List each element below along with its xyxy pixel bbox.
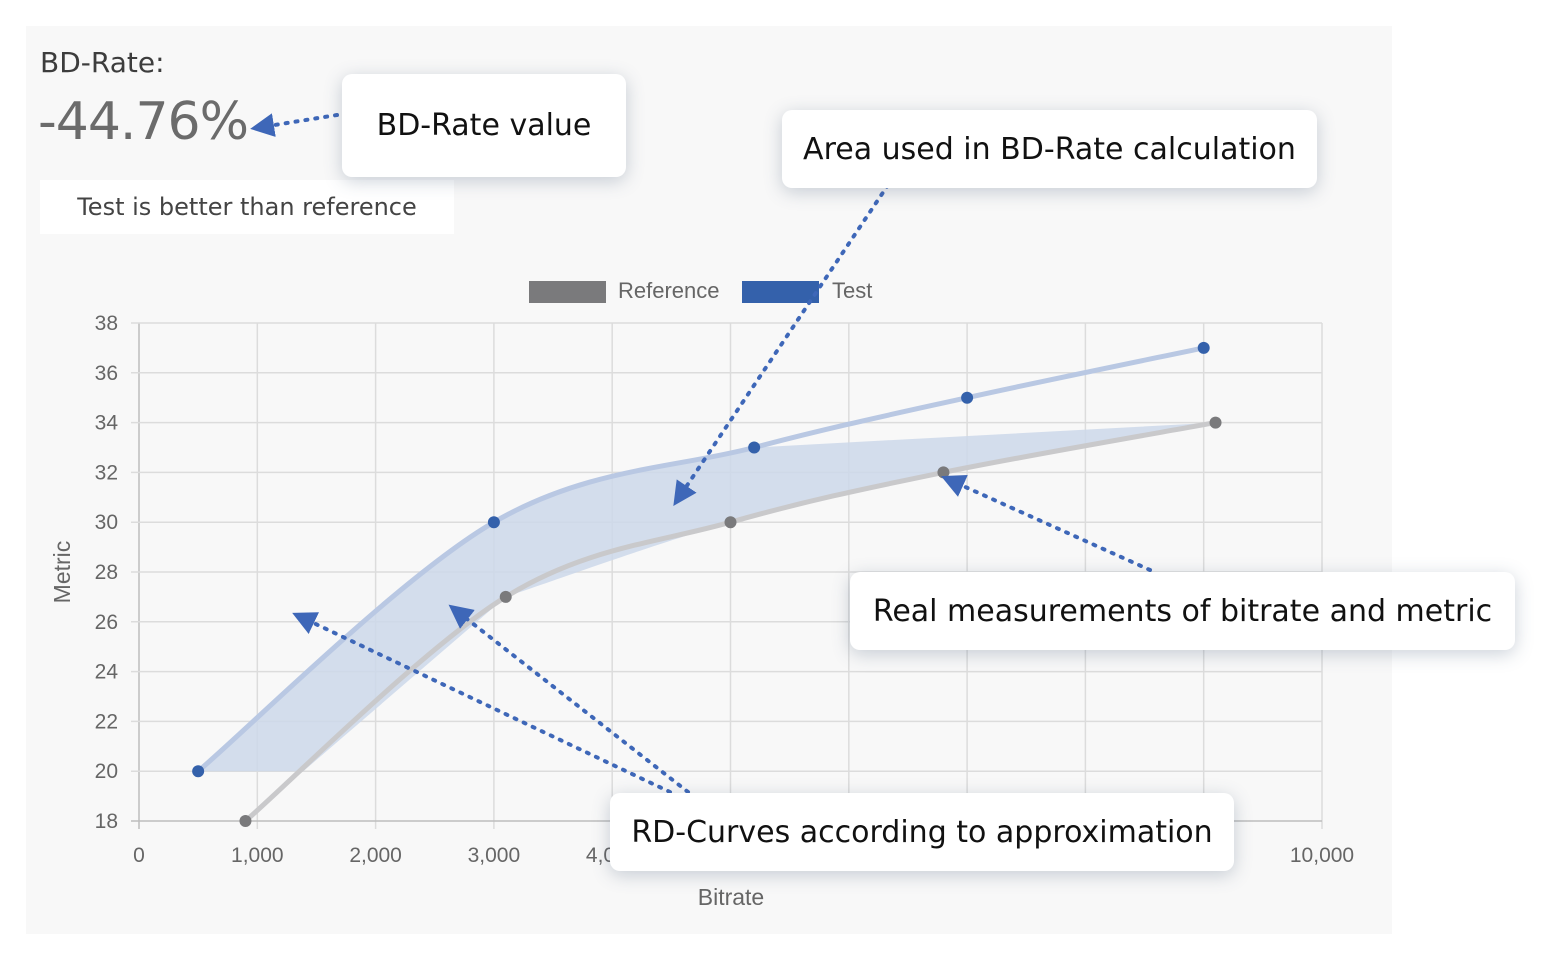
reference-point[interactable] <box>239 815 252 827</box>
reference-point[interactable] <box>937 466 950 479</box>
test-curve <box>196 345 1205 774</box>
legend-label-reference[interactable]: Reference <box>618 278 720 303</box>
test-point[interactable] <box>1197 341 1210 354</box>
x-tick-label: 10,000 <box>1290 844 1354 867</box>
bd-rate-value: -44.76% <box>38 92 249 152</box>
arrow-to-measurement <box>941 474 1152 572</box>
chart-legend: Reference Test <box>529 278 872 303</box>
test-point[interactable] <box>961 391 974 404</box>
reference-point[interactable] <box>1209 416 1222 429</box>
arrow-to-reference-curve <box>448 604 690 794</box>
y-tick-label: 30 <box>95 511 118 534</box>
legend-swatch-reference[interactable] <box>529 281 606 303</box>
y-tick-label: 20 <box>95 760 118 783</box>
callout-curves: RD-Curves according to approximation <box>610 793 1234 871</box>
legend-label-test[interactable]: Test <box>832 278 872 303</box>
arrow-to-area <box>673 183 890 506</box>
y-tick-label: 32 <box>95 461 118 484</box>
y-tick-label: 26 <box>95 611 118 634</box>
callout-bd-rate-value: BD-Rate value <box>342 74 626 177</box>
test-point[interactable] <box>487 516 500 529</box>
bd-rate-area <box>198 422 1216 772</box>
reference-point[interactable] <box>724 516 737 529</box>
arrow-to-bd-value <box>250 113 339 137</box>
callout-area: Area used in BD-Rate calculation <box>782 110 1317 188</box>
y-tick-label: 28 <box>95 561 118 584</box>
x-tick-label: 3,000 <box>468 844 521 867</box>
reference-point[interactable] <box>499 590 512 603</box>
y-axis-label: Metric <box>49 541 75 604</box>
verdict-text: Test is better than reference <box>40 180 454 234</box>
y-tick-label: 36 <box>95 362 118 385</box>
y-tick-label: 18 <box>95 810 118 833</box>
x-tick-label: 2,000 <box>349 844 402 867</box>
bd-rate-label: BD-Rate: <box>40 46 165 79</box>
reference-curve <box>243 420 1216 823</box>
y-tick-label: 22 <box>95 710 118 733</box>
callout-measurements: Real measurements of bitrate and metric <box>850 572 1515 650</box>
test-point[interactable] <box>192 765 205 778</box>
legend-swatch-test[interactable] <box>742 281 819 303</box>
y-tick-label: 34 <box>95 412 119 435</box>
x-tick-label: 0 <box>133 844 145 867</box>
y-tick-label: 38 <box>95 312 118 335</box>
arrow-to-test-curve <box>292 612 672 794</box>
y-axis-ticks: 18 20 22 24 26 28 30 32 34 36 38 <box>95 312 119 833</box>
y-tick-label: 24 <box>95 661 119 684</box>
test-point[interactable] <box>748 441 761 454</box>
x-axis-label: Bitrate <box>698 884 764 910</box>
x-tick-label: 1,000 <box>231 844 284 867</box>
